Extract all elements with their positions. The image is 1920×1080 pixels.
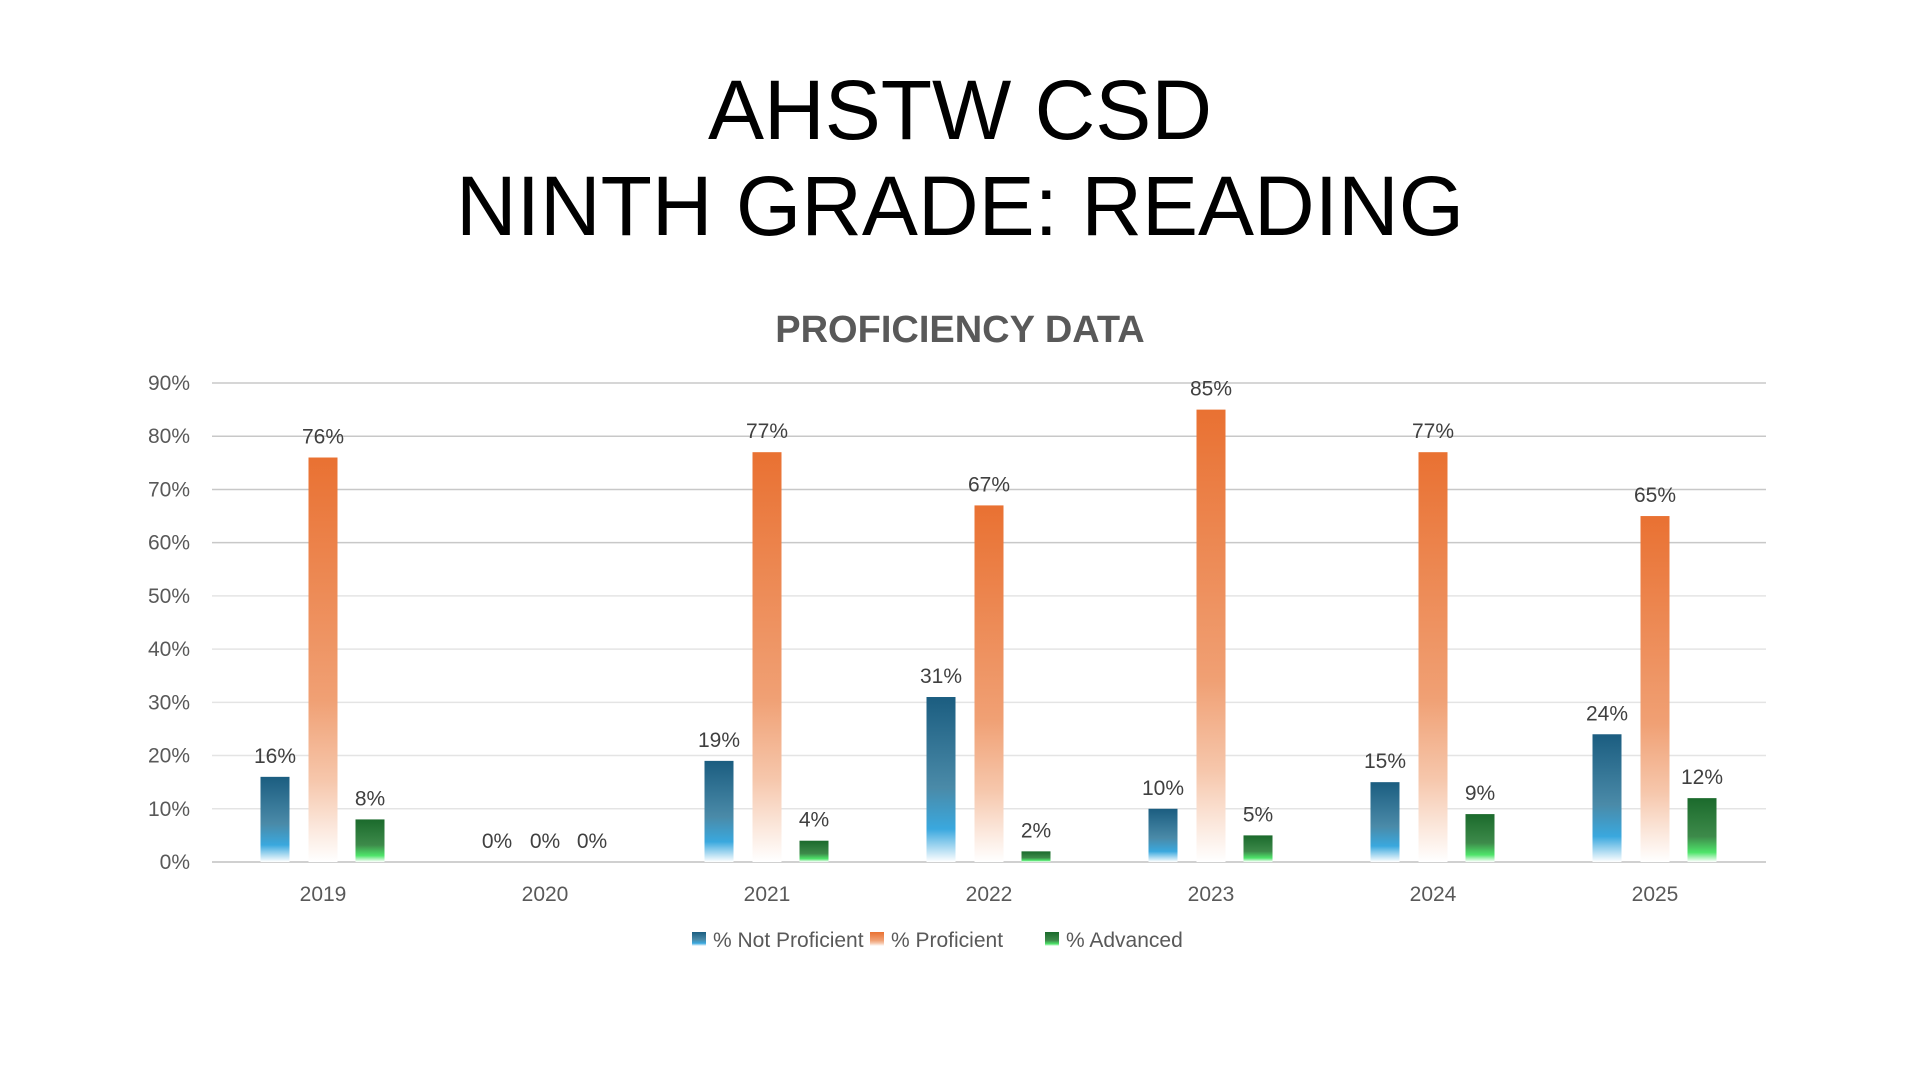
page-title-line1: AHSTW CSD	[708, 63, 1212, 157]
bar	[1592, 734, 1622, 862]
data-label: 77%	[746, 420, 788, 443]
y-tick-label: 80%	[148, 425, 190, 448]
y-tick-label: 90%	[148, 372, 190, 395]
x-tick-label: 2025	[1632, 883, 1679, 906]
data-label: 85%	[1190, 378, 1232, 401]
legend-label: % Not Proficient	[713, 929, 864, 952]
data-label: 9%	[1465, 782, 1495, 805]
y-tick-label: 0%	[160, 851, 190, 874]
chart-title: PROFICIENCY DATA	[775, 309, 1144, 351]
y-tick-label: 50%	[148, 585, 190, 608]
bar	[1465, 814, 1495, 862]
x-tick-label: 2019	[300, 883, 347, 906]
x-tick-label: 2021	[744, 883, 791, 906]
data-label: 65%	[1634, 484, 1676, 507]
bar	[1418, 452, 1448, 862]
y-tick-label: 30%	[148, 691, 190, 714]
bar	[260, 776, 290, 862]
data-label: 5%	[1243, 803, 1273, 826]
data-label: 77%	[1412, 420, 1454, 443]
y-tick-label: 70%	[148, 478, 190, 501]
data-label: 0%	[577, 830, 607, 853]
data-label: 0%	[530, 830, 560, 853]
x-tick-label: 2022	[966, 883, 1013, 906]
bar	[355, 819, 385, 862]
legend-label: % Advanced	[1066, 929, 1183, 952]
bar	[1370, 782, 1400, 862]
bar	[1148, 808, 1178, 862]
y-tick-label: 60%	[148, 532, 190, 555]
legend-swatch	[1045, 932, 1059, 946]
bar	[926, 697, 956, 862]
data-label: 19%	[698, 729, 740, 752]
x-tick-label: 2024	[1410, 883, 1457, 906]
data-label: 4%	[799, 809, 829, 832]
legend-swatch	[692, 932, 706, 946]
bar	[799, 840, 829, 862]
bar	[704, 760, 734, 862]
bar	[1196, 409, 1226, 862]
y-tick-label: 10%	[148, 798, 190, 821]
bar	[1640, 516, 1670, 862]
data-label: 0%	[482, 830, 512, 853]
legend-label: % Proficient	[891, 929, 1003, 952]
legend-swatch	[870, 932, 884, 946]
data-label: 31%	[920, 665, 962, 688]
data-label: 76%	[302, 426, 344, 449]
data-label: 8%	[355, 787, 385, 810]
page-title-line2: NINTH GRADE: READING	[455, 159, 1465, 253]
bar	[752, 452, 782, 862]
data-label: 67%	[968, 473, 1010, 496]
data-label: 16%	[254, 745, 296, 768]
y-tick-label: 40%	[148, 638, 190, 661]
bar	[1243, 835, 1273, 862]
bar	[308, 457, 338, 862]
bar	[974, 505, 1004, 862]
data-label: 15%	[1364, 750, 1406, 773]
y-tick-label: 20%	[148, 745, 190, 768]
bar	[1021, 851, 1051, 862]
x-tick-label: 2020	[522, 883, 569, 906]
data-label: 10%	[1142, 777, 1184, 800]
data-label: 2%	[1021, 819, 1051, 842]
data-label: 12%	[1681, 766, 1723, 789]
data-label: 24%	[1586, 702, 1628, 725]
bar	[1687, 798, 1717, 862]
x-tick-label: 2023	[1188, 883, 1235, 906]
